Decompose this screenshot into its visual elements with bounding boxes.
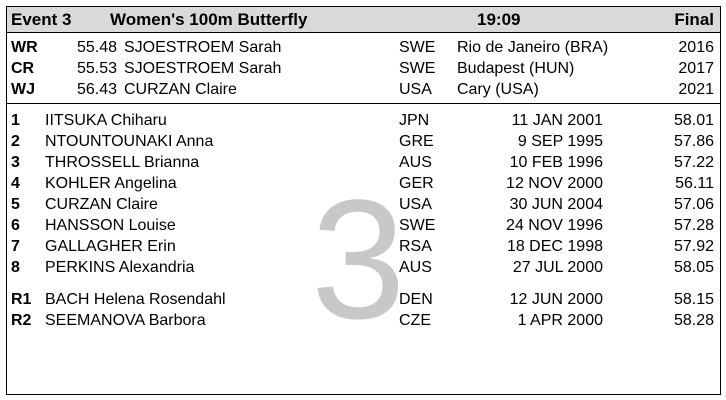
record-holder: SJOESTROEM Sarah (124, 60, 282, 77)
lane-number: 8 (11, 259, 20, 276)
athlete-name: NTOUNTOUNAKI Anna (45, 133, 214, 150)
athlete-row: 1 IITSUKA Chiharu JPN 11 JAN 2001 58.01 (7, 110, 720, 131)
record-time: 56.43 (77, 81, 118, 98)
entry-time: 57.22 (673, 154, 714, 171)
lane-number: 3 (11, 154, 20, 171)
athlete-birthdate: 30 JUN 2004 (509, 196, 603, 213)
athlete-birthdate: 10 FEB 1996 (509, 154, 603, 171)
reserve-number: R2 (11, 312, 32, 329)
athlete-name: PERKINS Alexandria (45, 259, 195, 276)
athlete-name: KOHLER Angelina (45, 175, 177, 192)
athlete-birthdate: 18 DEC 1998 (506, 238, 603, 255)
athlete-nation: GER (399, 175, 434, 192)
athlete-row: 4 KOHLER Angelina GER 12 NOV 2000 56.11 (7, 173, 720, 194)
lane-number: 5 (11, 196, 20, 213)
athlete-birthdate: 1 APR 2000 (517, 312, 603, 329)
record-venue: Budapest (HUN) (457, 60, 575, 77)
record-venue: Rio de Janeiro (BRA) (457, 39, 609, 56)
athlete-birthdate: 24 NOV 1996 (506, 217, 603, 234)
record-nation: SWE (399, 60, 436, 77)
start-list-sheet: Event 3 Women's 100m Butterfly 19:09 Fin… (6, 6, 721, 395)
event-time: 19:09 (477, 10, 521, 29)
event-header: Event 3 Women's 100m Butterfly 19:09 Fin… (7, 7, 720, 33)
athlete-name: SEEMANOVA Barbora (45, 312, 206, 329)
record-year: 2017 (678, 60, 714, 77)
lane-number: 4 (11, 175, 20, 192)
entry-time: 58.28 (673, 312, 714, 329)
athlete-name: BACH Helena Rosendahl (45, 291, 226, 308)
event-title: Women's 100m Butterfly (110, 10, 308, 29)
entry-time: 56.11 (675, 175, 714, 192)
athlete-name: GALLAGHER Erin (45, 238, 176, 255)
entry-time: 57.06 (673, 196, 714, 213)
athlete-nation: JPN (399, 112, 430, 129)
record-year: 2021 (678, 81, 714, 98)
entry-time: 58.05 (673, 259, 714, 276)
athlete-row: 2 NTOUNTOUNAKI Anna GRE 9 SEP 1995 57.86 (7, 131, 720, 152)
record-time: 55.53 (77, 60, 118, 77)
lane-number: 6 (11, 217, 20, 234)
athlete-name: THROSSELL Brianna (45, 154, 200, 171)
record-code: WR (11, 39, 38, 56)
record-row-wr: WR 55.48 SJOESTROEM Sarah SWE Rio de Jan… (7, 37, 720, 58)
athlete-name: CURZAN Claire (45, 196, 158, 213)
record-venue: Cary (USA) (457, 81, 539, 98)
event-number: Event 3 (11, 10, 72, 29)
athlete-birthdate: 9 SEP 1995 (517, 133, 603, 150)
athlete-nation: DEN (399, 291, 433, 308)
event-stage: Final (674, 10, 714, 29)
athlete-row: 3 THROSSELL Brianna AUS 10 FEB 1996 57.2… (7, 152, 720, 173)
reserve-row: R1 BACH Helena Rosendahl DEN 12 JUN 2000… (7, 289, 720, 310)
record-year: 2016 (678, 39, 714, 56)
record-code: CR (11, 60, 35, 77)
entry-time: 58.01 (673, 112, 714, 129)
athlete-nation: CZE (399, 312, 431, 329)
athlete-birthdate: 27 JUL 2000 (512, 259, 603, 276)
athlete-nation: USA (399, 196, 432, 213)
athlete-nation: SWE (399, 217, 436, 234)
record-nation: SWE (399, 39, 436, 56)
record-row-wj: WJ 56.43 CURZAN Claire USA Cary (USA) 20… (7, 79, 720, 100)
record-holder: CURZAN Claire (124, 81, 237, 98)
reserve-number: R1 (11, 291, 32, 308)
lane-number: 1 (11, 112, 20, 129)
athlete-row: 5 CURZAN Claire USA 30 JUN 2004 57.06 (7, 194, 720, 215)
entry-time: 58.15 (673, 291, 714, 308)
athlete-row: 6 HANSSON Louise SWE 24 NOV 1996 57.28 (7, 215, 720, 236)
record-holder: SJOESTROEM Sarah (124, 39, 282, 56)
record-time: 55.48 (77, 39, 118, 56)
athlete-nation: GRE (399, 133, 434, 150)
athlete-name: IITSUKA Chiharu (45, 112, 167, 129)
athlete-birthdate: 11 JAN 2001 (511, 112, 603, 129)
lane-number: 2 (11, 133, 20, 150)
athlete-row: 8 PERKINS Alexandria AUS 27 JUL 2000 58.… (7, 257, 720, 278)
entry-time: 57.28 (673, 217, 714, 234)
athlete-nation: AUS (399, 154, 432, 171)
records-divider (7, 103, 720, 104)
reserve-row: R2 SEEMANOVA Barbora CZE 1 APR 2000 58.2… (7, 310, 720, 331)
lane-watermark: 3 (311, 165, 406, 355)
athlete-row: 7 GALLAGHER Erin RSA 18 DEC 1998 57.92 (7, 236, 720, 257)
record-nation: USA (399, 81, 432, 98)
athlete-birthdate: 12 JUN 2000 (509, 291, 603, 308)
entry-time: 57.86 (673, 133, 714, 150)
athlete-name: HANSSON Louise (45, 217, 176, 234)
lane-number: 7 (11, 238, 20, 255)
athlete-birthdate: 12 NOV 2000 (506, 175, 603, 192)
entry-time: 57.92 (673, 238, 714, 255)
athlete-nation: RSA (399, 238, 432, 255)
record-code: WJ (11, 81, 35, 98)
athlete-nation: AUS (399, 259, 432, 276)
record-row-cr: CR 55.53 SJOESTROEM Sarah SWE Budapest (… (7, 58, 720, 79)
